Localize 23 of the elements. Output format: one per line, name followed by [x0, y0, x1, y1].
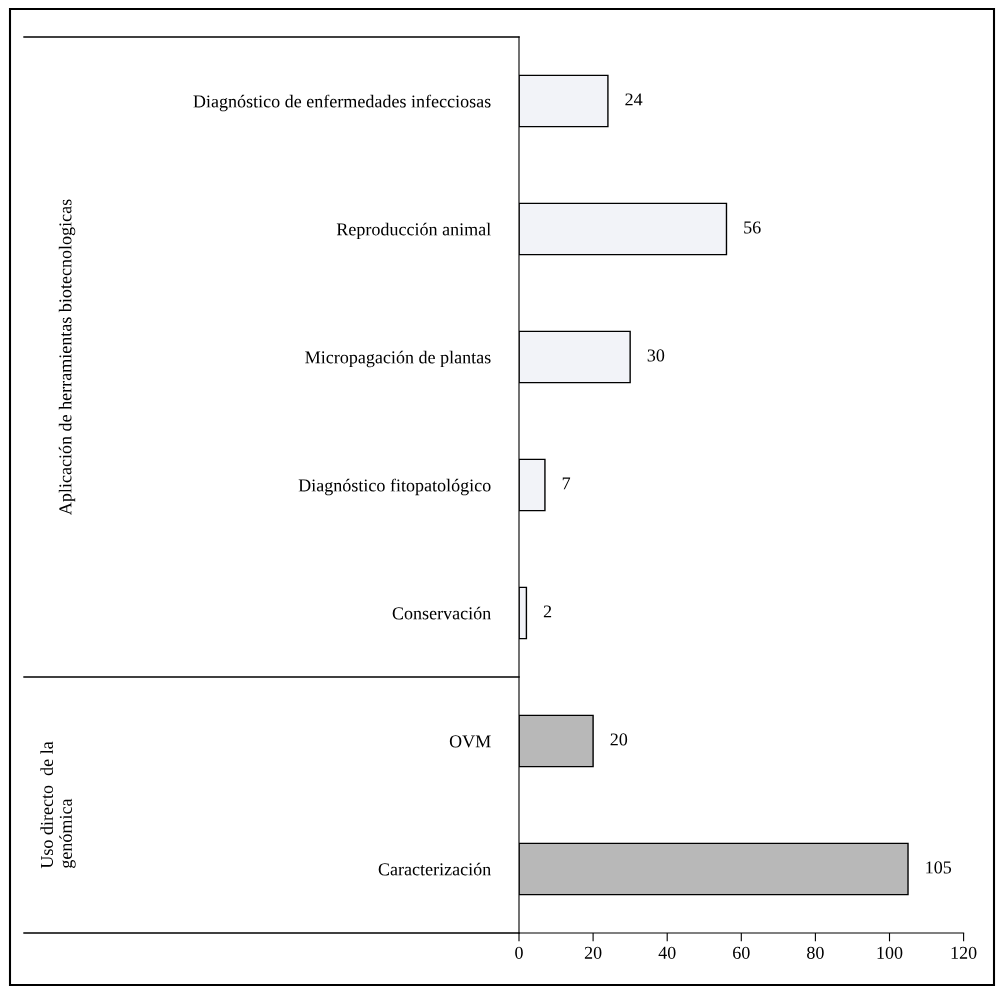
x-tick-label: 0	[515, 946, 523, 959]
y-tick-label: Micropagación de plantas	[305, 350, 491, 368]
x-tick-label: 40	[658, 946, 676, 959]
y-tick-label: OVM	[449, 735, 491, 748]
x-tick-label: 120	[951, 946, 977, 959]
data-label: 7	[562, 477, 571, 490]
text: Aplicación de herramientas biotecnologicas	[58, 199, 76, 515]
y-tick-label: Diagnóstico de enfermedades infecciosas	[193, 94, 491, 112]
x-tick-label: 100	[877, 946, 903, 959]
x-tick-label: 60	[733, 946, 750, 959]
data-label: 56	[744, 221, 761, 234]
data-label: 2	[543, 605, 552, 618]
y-tick-label: Conservación	[392, 606, 491, 620]
x-tick-label: 80	[807, 946, 824, 959]
data-label: 24	[625, 93, 643, 106]
data-label: 30	[647, 349, 665, 362]
data-label: 20	[610, 733, 628, 746]
y-tick-label: Reproducción animal	[336, 222, 491, 240]
y-tick-label: Caracterización	[378, 862, 491, 876]
y-tick-label: Diagnóstico fitopatológico	[298, 478, 491, 496]
x-tick-label: 20	[584, 946, 602, 959]
text: Uso directo de la genómica	[40, 741, 76, 869]
data-label: 105	[926, 861, 952, 874]
